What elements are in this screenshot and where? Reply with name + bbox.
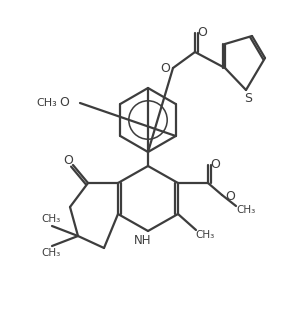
Text: CH₃: CH₃ xyxy=(41,214,61,224)
Text: O: O xyxy=(160,62,170,75)
Text: CH₃: CH₃ xyxy=(236,205,256,215)
Text: NH: NH xyxy=(134,235,152,248)
Text: O: O xyxy=(210,158,220,171)
Text: CH₃: CH₃ xyxy=(41,248,61,258)
Text: O: O xyxy=(225,190,235,203)
Text: O: O xyxy=(197,25,207,38)
Text: O: O xyxy=(63,154,73,167)
Text: S: S xyxy=(244,93,252,106)
Text: O: O xyxy=(59,96,69,109)
Text: CH₃: CH₃ xyxy=(195,230,215,240)
Text: CH₃: CH₃ xyxy=(37,98,57,108)
